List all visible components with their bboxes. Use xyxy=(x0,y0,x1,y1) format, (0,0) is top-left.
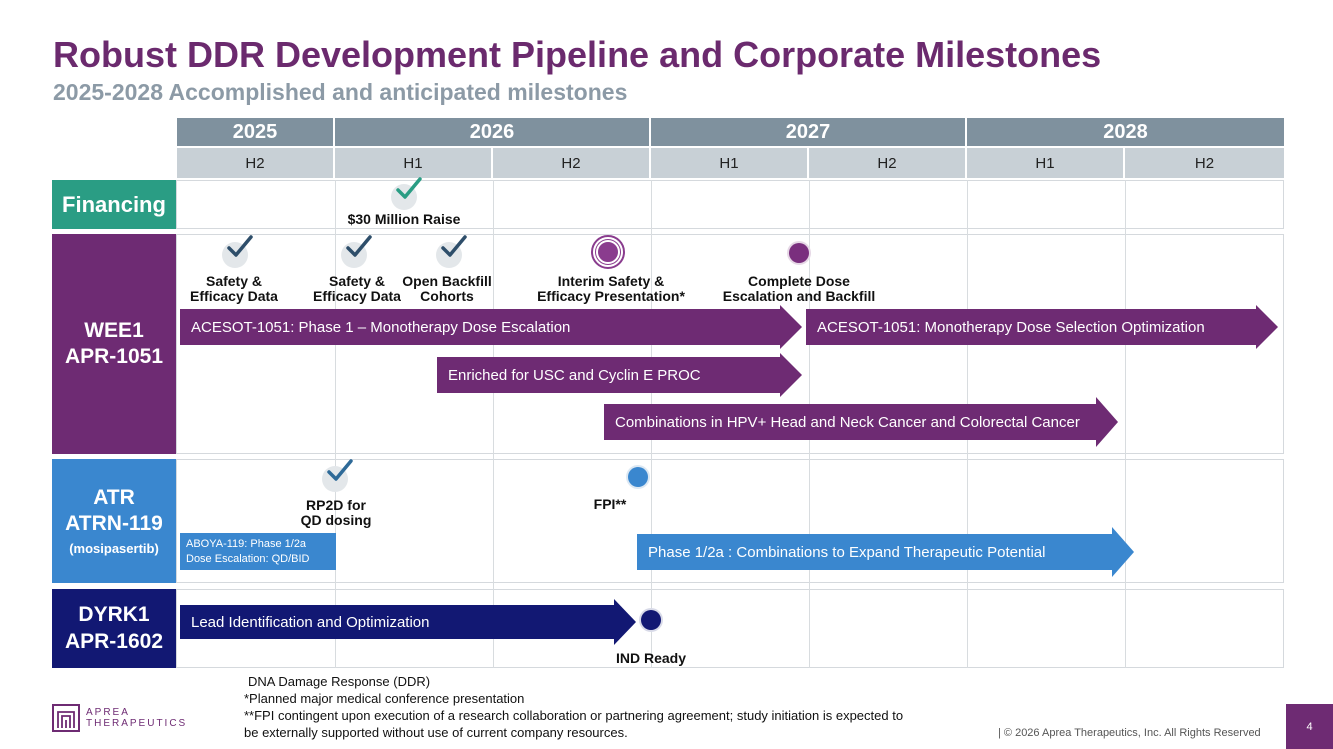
logo-text: APREA THERAPEUTICS xyxy=(86,707,187,730)
milestone-label-line: Efficacy Presentation* xyxy=(537,288,685,305)
dot-icon xyxy=(628,467,648,487)
grid-line xyxy=(493,180,494,668)
page-title: Robust DDR Development Pipeline and Corp… xyxy=(53,34,1102,75)
atr-label-line3: (mosipasertib) xyxy=(69,540,159,556)
milestone-label: Interim Safety & Efficacy Presentation* xyxy=(537,273,685,305)
milestone-label: Safety & Efficacy Data xyxy=(190,273,278,305)
copyright: | © 2026 Aprea Therapeutics, Inc. All Ri… xyxy=(998,727,1261,739)
half-2028-h2: H2 xyxy=(1125,148,1284,178)
milestone-label-line: Safety & xyxy=(328,273,386,289)
wee1-label-line1: WEE1 xyxy=(84,318,144,342)
year-2026: 2026 xyxy=(335,118,651,146)
milestone-label-line: Escalation and Backfill xyxy=(722,288,876,305)
company-logo: APREA THERAPEUTICS xyxy=(52,704,187,732)
dot-icon xyxy=(641,610,661,630)
financing-label: Financing xyxy=(52,180,176,229)
arrow-head xyxy=(780,305,802,349)
wee1-label-line2: APR-1051 xyxy=(64,345,164,368)
check-icon xyxy=(341,235,372,268)
milestone-label: FPI** xyxy=(593,496,627,512)
atr-label-line2: ATRN-119 xyxy=(65,512,163,536)
arrow-head xyxy=(1096,397,1118,447)
half-2027-h2: H2 xyxy=(809,148,967,178)
dot-icon xyxy=(789,243,809,263)
dot-icon xyxy=(596,240,620,264)
grid-line xyxy=(335,180,336,668)
wee1-label: WEE1 APR-1051 xyxy=(52,234,176,454)
enriched-usc-cyclin-bar: Enriched for USC and Cyclin E PROC xyxy=(437,357,780,393)
half-2026-h1: H1 xyxy=(335,148,493,178)
check-icon xyxy=(436,235,467,268)
grid-line xyxy=(1125,180,1126,668)
dyrk1-label: DYRK1 APR-1602 xyxy=(52,589,176,668)
milestone-label: Safety & Efficacy Data xyxy=(313,273,401,305)
arrow-head xyxy=(1256,305,1278,349)
milestone-label-line: Complete Dose xyxy=(748,273,850,289)
milestone-label-line: Efficacy Data xyxy=(190,288,278,305)
logo-line1: APREA xyxy=(86,706,130,718)
year-2028: 2028 xyxy=(967,118,1284,146)
milestone-label: Open Backfill Cohorts xyxy=(402,273,492,305)
aboya-dose-escalation-bar: ABOYA-119: Phase 1/2a Dose Escalation: Q… xyxy=(180,533,336,570)
dot-icon xyxy=(591,235,625,269)
page-number: 4 xyxy=(1286,704,1333,749)
page-subtitle: 2025-2028 Accomplished and anticipated m… xyxy=(53,79,628,105)
dose-selection-optimization-bar: ACESOT-1051: Monotherapy Dose Selection … xyxy=(806,309,1256,345)
wee1-row xyxy=(176,234,1284,454)
monotherapy-dose-escalation-bar: ACESOT-1051: Phase 1 – Monotherapy Dose … xyxy=(180,309,780,345)
milestone-label: IND Ready xyxy=(615,650,687,666)
milestone-label: Complete Dose Escalation and Backfill xyxy=(722,273,876,305)
footnote-fpi-cont: be externally supported without use of c… xyxy=(244,724,628,740)
arrow-head xyxy=(780,353,802,397)
arrow-head xyxy=(614,599,636,645)
atr-label-line1: ATR xyxy=(93,486,135,510)
milestone-label-line: Cohorts xyxy=(420,288,474,305)
logo-icon xyxy=(52,704,80,732)
aboya-bar-line2: Dose Escalation: QD/BID xyxy=(186,552,310,565)
milestone-label-line: Efficacy Data xyxy=(313,288,401,305)
combinations-hnc-crc-bar: Combinations in HPV+ Head and Neck Cance… xyxy=(604,404,1096,440)
half-2025-h2: H2 xyxy=(177,148,335,178)
financing-row xyxy=(176,180,1284,229)
half-2026-h2: H2 xyxy=(493,148,651,178)
year-2027: 2027 xyxy=(651,118,967,146)
footnote-ddr: DNA Damage Response (DDR) xyxy=(248,674,431,689)
milestone-label-line: Open Backfill xyxy=(402,273,492,289)
arrow-head xyxy=(1112,527,1134,577)
check-icon xyxy=(322,459,353,492)
logo-line2: THERAPEUTICS xyxy=(86,718,188,729)
dyrk1-label-line1: DYRK1 xyxy=(78,603,150,627)
footnote-conference: *Planned major medical conference presen… xyxy=(244,690,525,706)
dyrk1-row xyxy=(176,589,1284,668)
lead-identification-bar: Lead Identification and Optimization xyxy=(180,605,614,639)
milestone-label: $30 Million Raise xyxy=(347,211,461,227)
half-2028-h1: H1 xyxy=(967,148,1125,178)
milestone-label: RP2D for QD dosing xyxy=(300,497,372,529)
half-2027-h1: H1 xyxy=(651,148,809,178)
footnotes: DNA Damage Response (DDR) *Planned major… xyxy=(244,674,903,742)
milestone-label-line: QD dosing xyxy=(300,512,372,529)
milestone-label-line: Interim Safety & xyxy=(557,273,665,289)
milestone-label-line: RP2D for xyxy=(306,497,366,513)
footnote-fpi: **FPI contingent upon execution of a res… xyxy=(244,707,904,723)
check-icon xyxy=(222,235,253,268)
check-icon xyxy=(391,177,422,210)
dyrk1-label-line2: APR-1602 xyxy=(64,629,164,653)
atr-label: ATR ATRN-119 (mosipasertib) xyxy=(52,459,176,583)
milestone-label-line: Safety & xyxy=(205,273,263,289)
aboya-bar-line1: ABOYA-119: Phase 1/2a xyxy=(186,538,307,551)
atr-row xyxy=(176,459,1284,583)
combinations-therapeutic-bar: Phase 1/2a : Combinations to Expand Ther… xyxy=(637,534,1112,570)
year-2025: 2025 xyxy=(177,118,335,146)
financing-label-text: Financing xyxy=(62,191,166,217)
